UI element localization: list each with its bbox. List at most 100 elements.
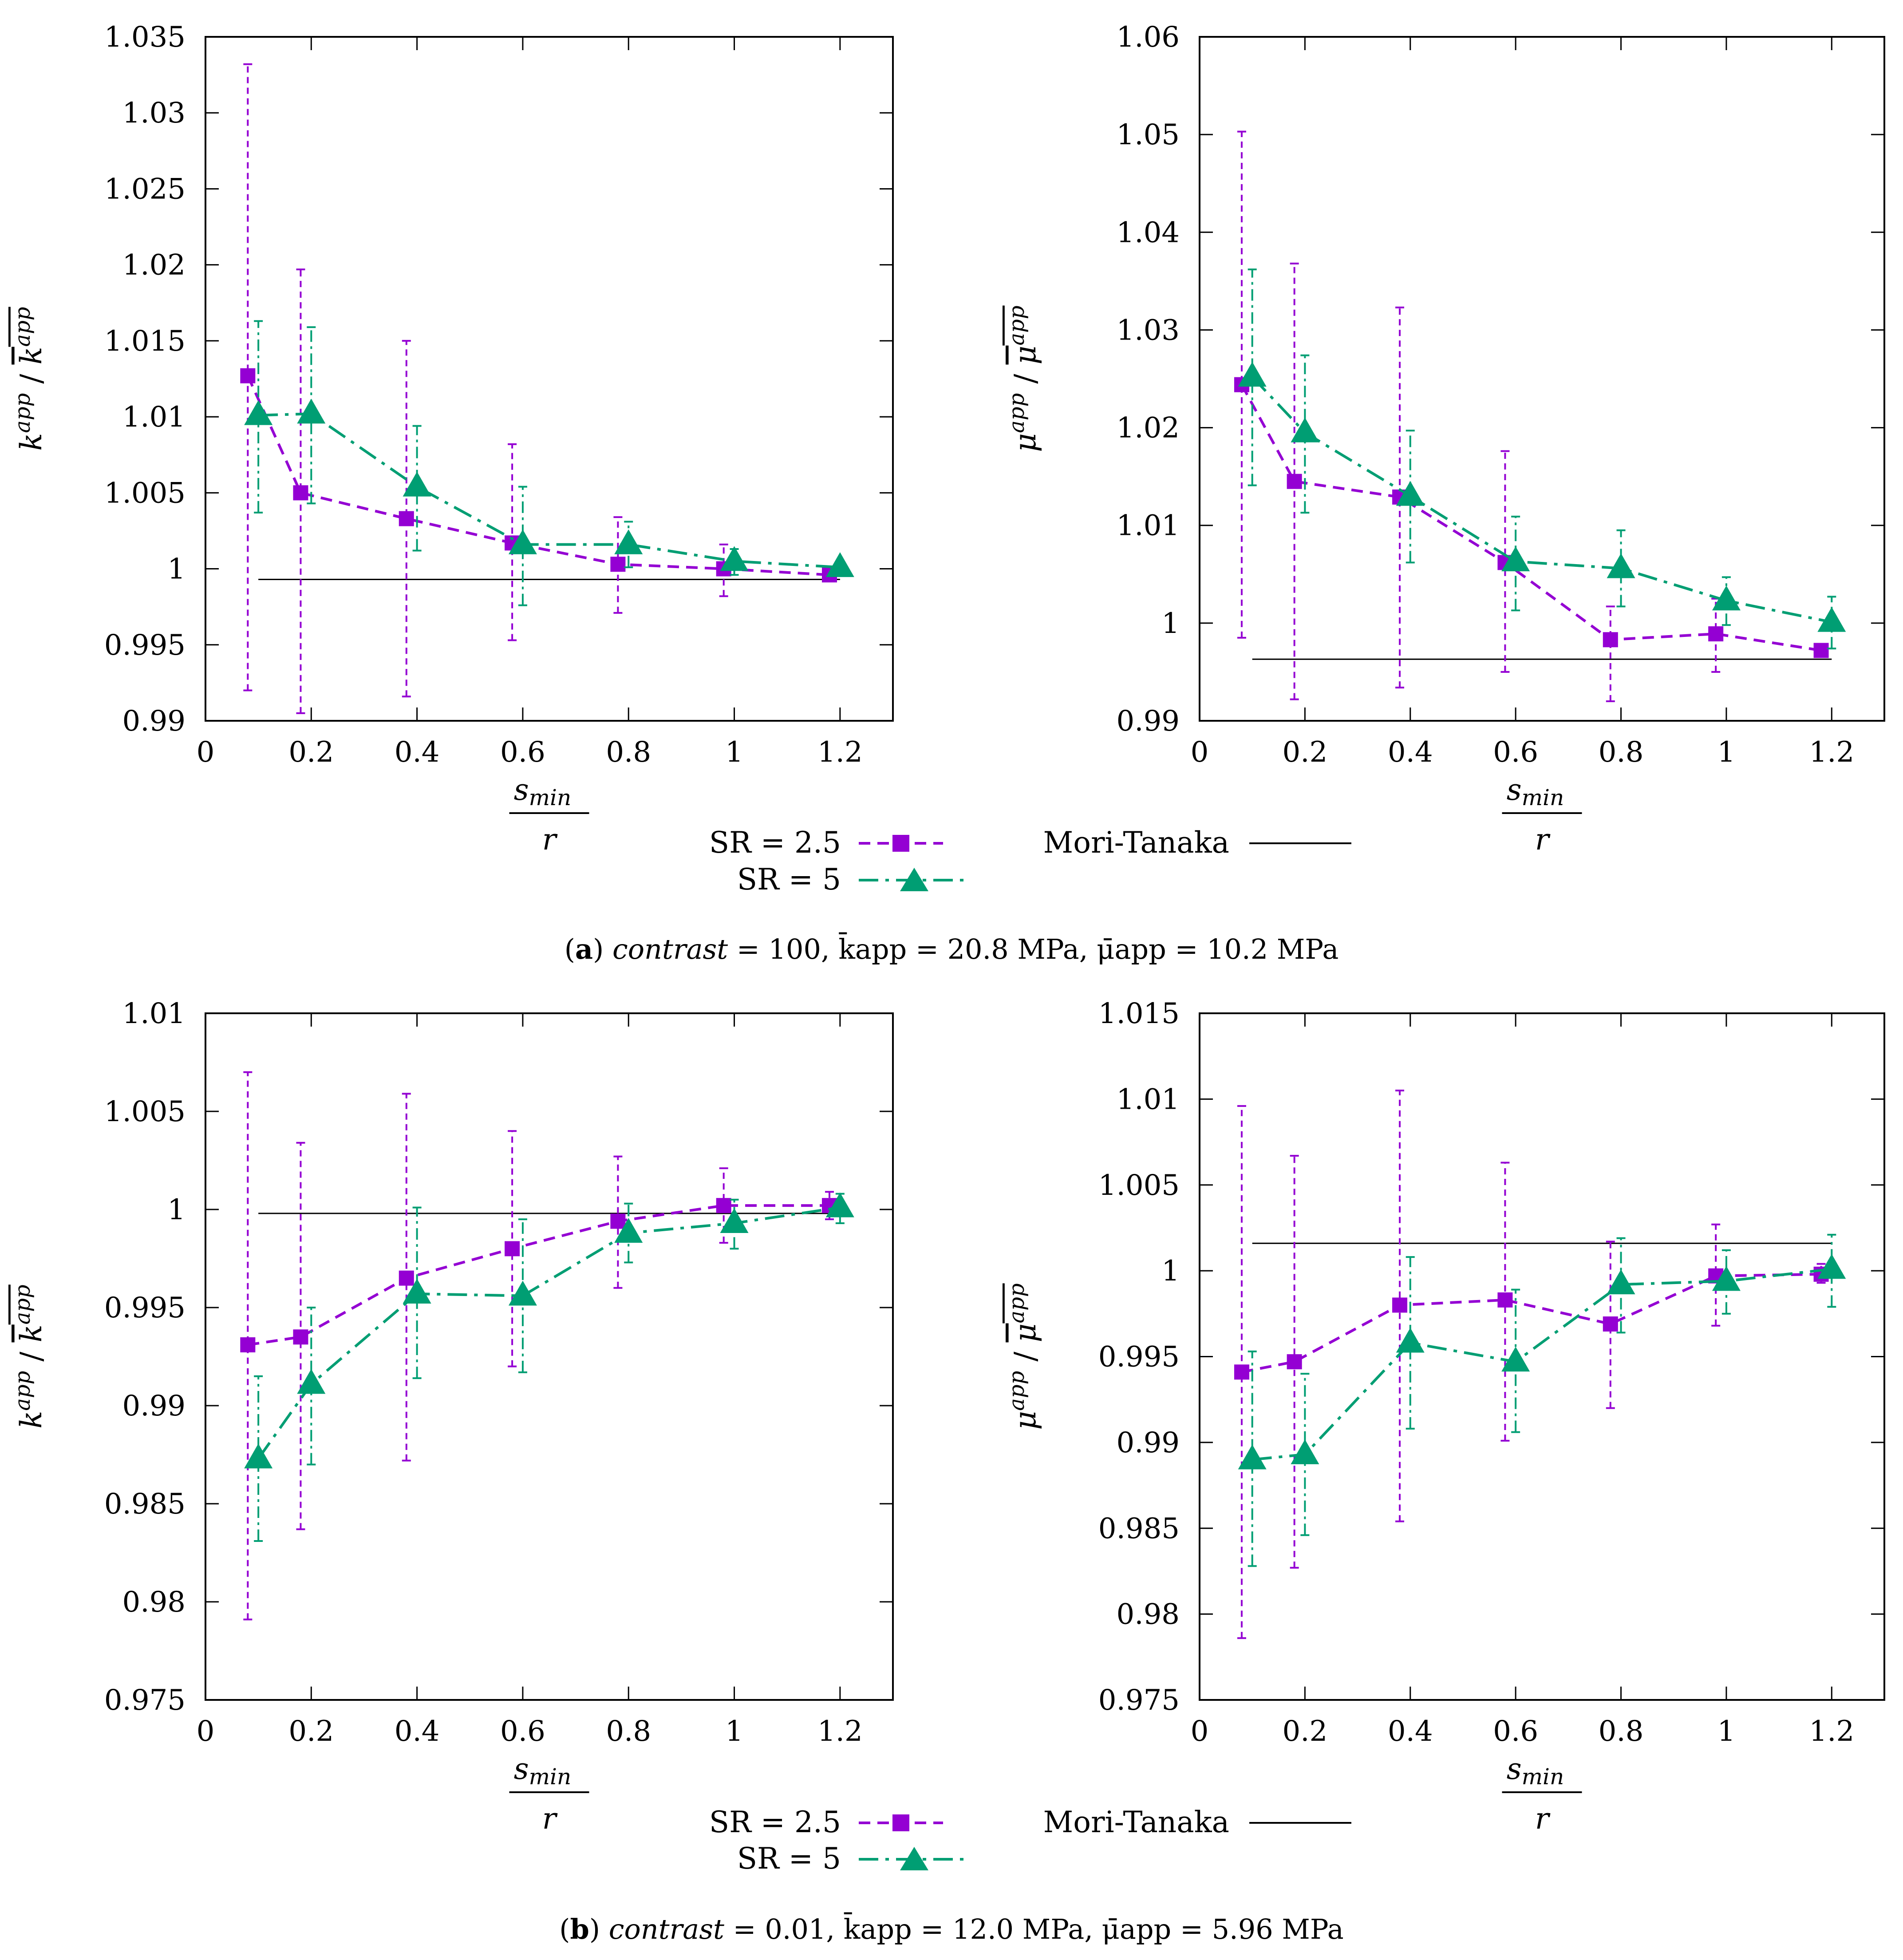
x-tick-label: 1.2 bbox=[817, 736, 863, 769]
y-tick-label: 0.985 bbox=[1098, 1512, 1180, 1545]
x-axis-label-subscript: min bbox=[529, 785, 572, 810]
data-point-triangle bbox=[1291, 1439, 1319, 1464]
x-tick-label: 0.6 bbox=[500, 1715, 545, 1748]
x-tick-label: 0.4 bbox=[1388, 736, 1433, 769]
legend-a-sr5-marker bbox=[900, 868, 928, 891]
x-axis-label-subscript: min bbox=[1522, 1764, 1564, 1790]
y-tick-label: 1.06 bbox=[1117, 21, 1180, 54]
y-tick-label: 0.99 bbox=[1117, 705, 1180, 738]
y-tick-label: 1.03 bbox=[1117, 314, 1180, 347]
y-label-den: k bbox=[14, 1324, 48, 1342]
legend-b-sr5-marker bbox=[900, 1847, 928, 1870]
caption-a-rest: = 100, k̄app = 20.8 MPa, μ̄app = 10.2 MP… bbox=[728, 932, 1338, 965]
data-point-square bbox=[293, 1329, 308, 1345]
x-axis-label-numerator: smin bbox=[1507, 773, 1564, 810]
x-tick-label: 0.4 bbox=[395, 736, 440, 769]
x-tick-label: 1 bbox=[725, 1715, 743, 1748]
x-tick-label: 0 bbox=[1191, 736, 1209, 769]
x-tick-label: 1.2 bbox=[1809, 1715, 1854, 1748]
x-tick-label: 1 bbox=[725, 736, 743, 769]
x-tick-label: 1 bbox=[1717, 736, 1736, 769]
plot-4: 0 0.2 0.4 0.6 0.8 1 1.2 0.975 0.98 0.985 0.99 0.995… bbox=[1004, 997, 1885, 1836]
data-point-triangle bbox=[1817, 1254, 1846, 1279]
x-tick-label: 0.4 bbox=[395, 1715, 440, 1748]
plot-frame bbox=[1199, 36, 1885, 722]
data-point-square bbox=[716, 1198, 731, 1213]
legend-b-sr25-marker bbox=[892, 1814, 909, 1831]
y-label-num-sup: app bbox=[10, 393, 35, 433]
series-sr5 bbox=[244, 1192, 854, 1542]
data-point-triangle bbox=[614, 529, 643, 554]
y-tick-label: 1.015 bbox=[104, 325, 186, 358]
plot-1: 0 0.2 0.4 0.6 0.8 1 1.2 0.99 0.995 1 1.005 1.01 1.01… bbox=[10, 21, 894, 857]
y-label-slash: / bbox=[1008, 1342, 1042, 1371]
y-label-den-sup: app bbox=[10, 307, 35, 347]
data-point-triangle bbox=[1291, 417, 1319, 443]
data-point-triangle bbox=[403, 471, 431, 497]
data-point-triangle bbox=[1396, 481, 1425, 506]
data-point-square bbox=[1603, 1316, 1618, 1332]
series-sr25 bbox=[1234, 130, 1829, 702]
caption-a: (a) contrast = 100, k̄app = 20.8 MPa, μ̄… bbox=[565, 932, 1339, 965]
y-tick-label: 1.01 bbox=[122, 997, 186, 1030]
legend-a-sr25-label: SR = 2.5 bbox=[709, 826, 841, 860]
y-tick-label: 0.99 bbox=[122, 1390, 186, 1423]
data-point-triangle bbox=[825, 1192, 854, 1217]
y-tick-label: 1.005 bbox=[1098, 1169, 1180, 1202]
data-point-triangle bbox=[720, 546, 749, 571]
data-point-square bbox=[505, 1241, 520, 1257]
data-point-square bbox=[1392, 1297, 1408, 1313]
caption-b-italic: contrast bbox=[609, 1913, 724, 1945]
data-point-triangle bbox=[1607, 553, 1635, 578]
y-tick-label: 1.015 bbox=[1098, 997, 1180, 1030]
x-axis-label-denominator: r bbox=[1535, 822, 1551, 857]
caption-a-tag: a bbox=[575, 933, 593, 965]
x-tick-label: 0.2 bbox=[288, 736, 334, 769]
x-axis-label-subscript: min bbox=[529, 1764, 572, 1790]
x-tick-label: 0 bbox=[197, 736, 215, 769]
plot-frame bbox=[205, 1012, 894, 1701]
y-label-den: μ bbox=[1008, 1323, 1042, 1342]
y-tick-label: 1.02 bbox=[1117, 412, 1180, 445]
y-label-num: k bbox=[14, 1411, 48, 1429]
x-axis-label-denominator: r bbox=[1535, 1802, 1551, 1836]
x-tick-label: 0.8 bbox=[1599, 1715, 1644, 1748]
series-sr25 bbox=[1234, 1090, 1829, 1639]
series-sr5 bbox=[1238, 1233, 1846, 1567]
x-tick-label: 0.8 bbox=[1599, 736, 1644, 769]
data-point-triangle bbox=[720, 1208, 749, 1233]
y-tick-label: 0.995 bbox=[104, 629, 186, 662]
y-tick-label: 1 bbox=[167, 1193, 186, 1226]
series-line bbox=[257, 1206, 841, 1460]
y-label-den: μ bbox=[1008, 345, 1042, 364]
x-tick-label: 0.6 bbox=[1493, 1715, 1538, 1748]
y-tick-label: 1 bbox=[167, 553, 186, 586]
x-axis-label-numerator: smin bbox=[514, 773, 571, 810]
data-point-triangle bbox=[1712, 1266, 1741, 1291]
plot-2: 0 0.2 0.4 0.6 0.8 1 1.2 0.99 1 1.01 1.02 1.03 1.04 1.… bbox=[1004, 21, 1885, 857]
y-label-den-sup: app bbox=[1004, 305, 1029, 345]
x-axis-label-numerator: smin bbox=[1507, 1752, 1564, 1790]
data-point-triangle bbox=[244, 1443, 273, 1469]
x-tick-label: 0.8 bbox=[606, 1715, 651, 1748]
y-tick-label: 1 bbox=[1161, 607, 1180, 640]
data-point-triangle bbox=[1712, 585, 1741, 611]
y-label-num: μ bbox=[1008, 433, 1042, 452]
legend-b-sr25-label: SR = 2.5 bbox=[709, 1805, 841, 1839]
series-sr25 bbox=[240, 63, 837, 714]
y-tick-label: 0.995 bbox=[1098, 1341, 1180, 1374]
y-tick-label: 1.03 bbox=[122, 97, 186, 130]
y-label-num-sup: app bbox=[1004, 1371, 1029, 1411]
y-label-num: k bbox=[14, 433, 48, 451]
y-tick-label: 0.985 bbox=[104, 1488, 186, 1521]
caption-a-italic: contrast bbox=[612, 933, 728, 965]
legend-a-sr25-marker bbox=[892, 835, 909, 852]
x-tick-label: 0.8 bbox=[606, 736, 651, 769]
data-point-triangle bbox=[508, 1280, 537, 1306]
y-tick-label: 1 bbox=[1161, 1255, 1180, 1288]
caption-b: (b) contrast = 0.01, k̄app = 12.0 MPa, μ… bbox=[559, 1912, 1344, 1945]
x-axis-label-subscript: min bbox=[1522, 785, 1564, 810]
data-point-triangle bbox=[825, 552, 854, 577]
data-point-square bbox=[1234, 1364, 1249, 1380]
y-label-den-sup: app bbox=[1004, 1283, 1029, 1323]
